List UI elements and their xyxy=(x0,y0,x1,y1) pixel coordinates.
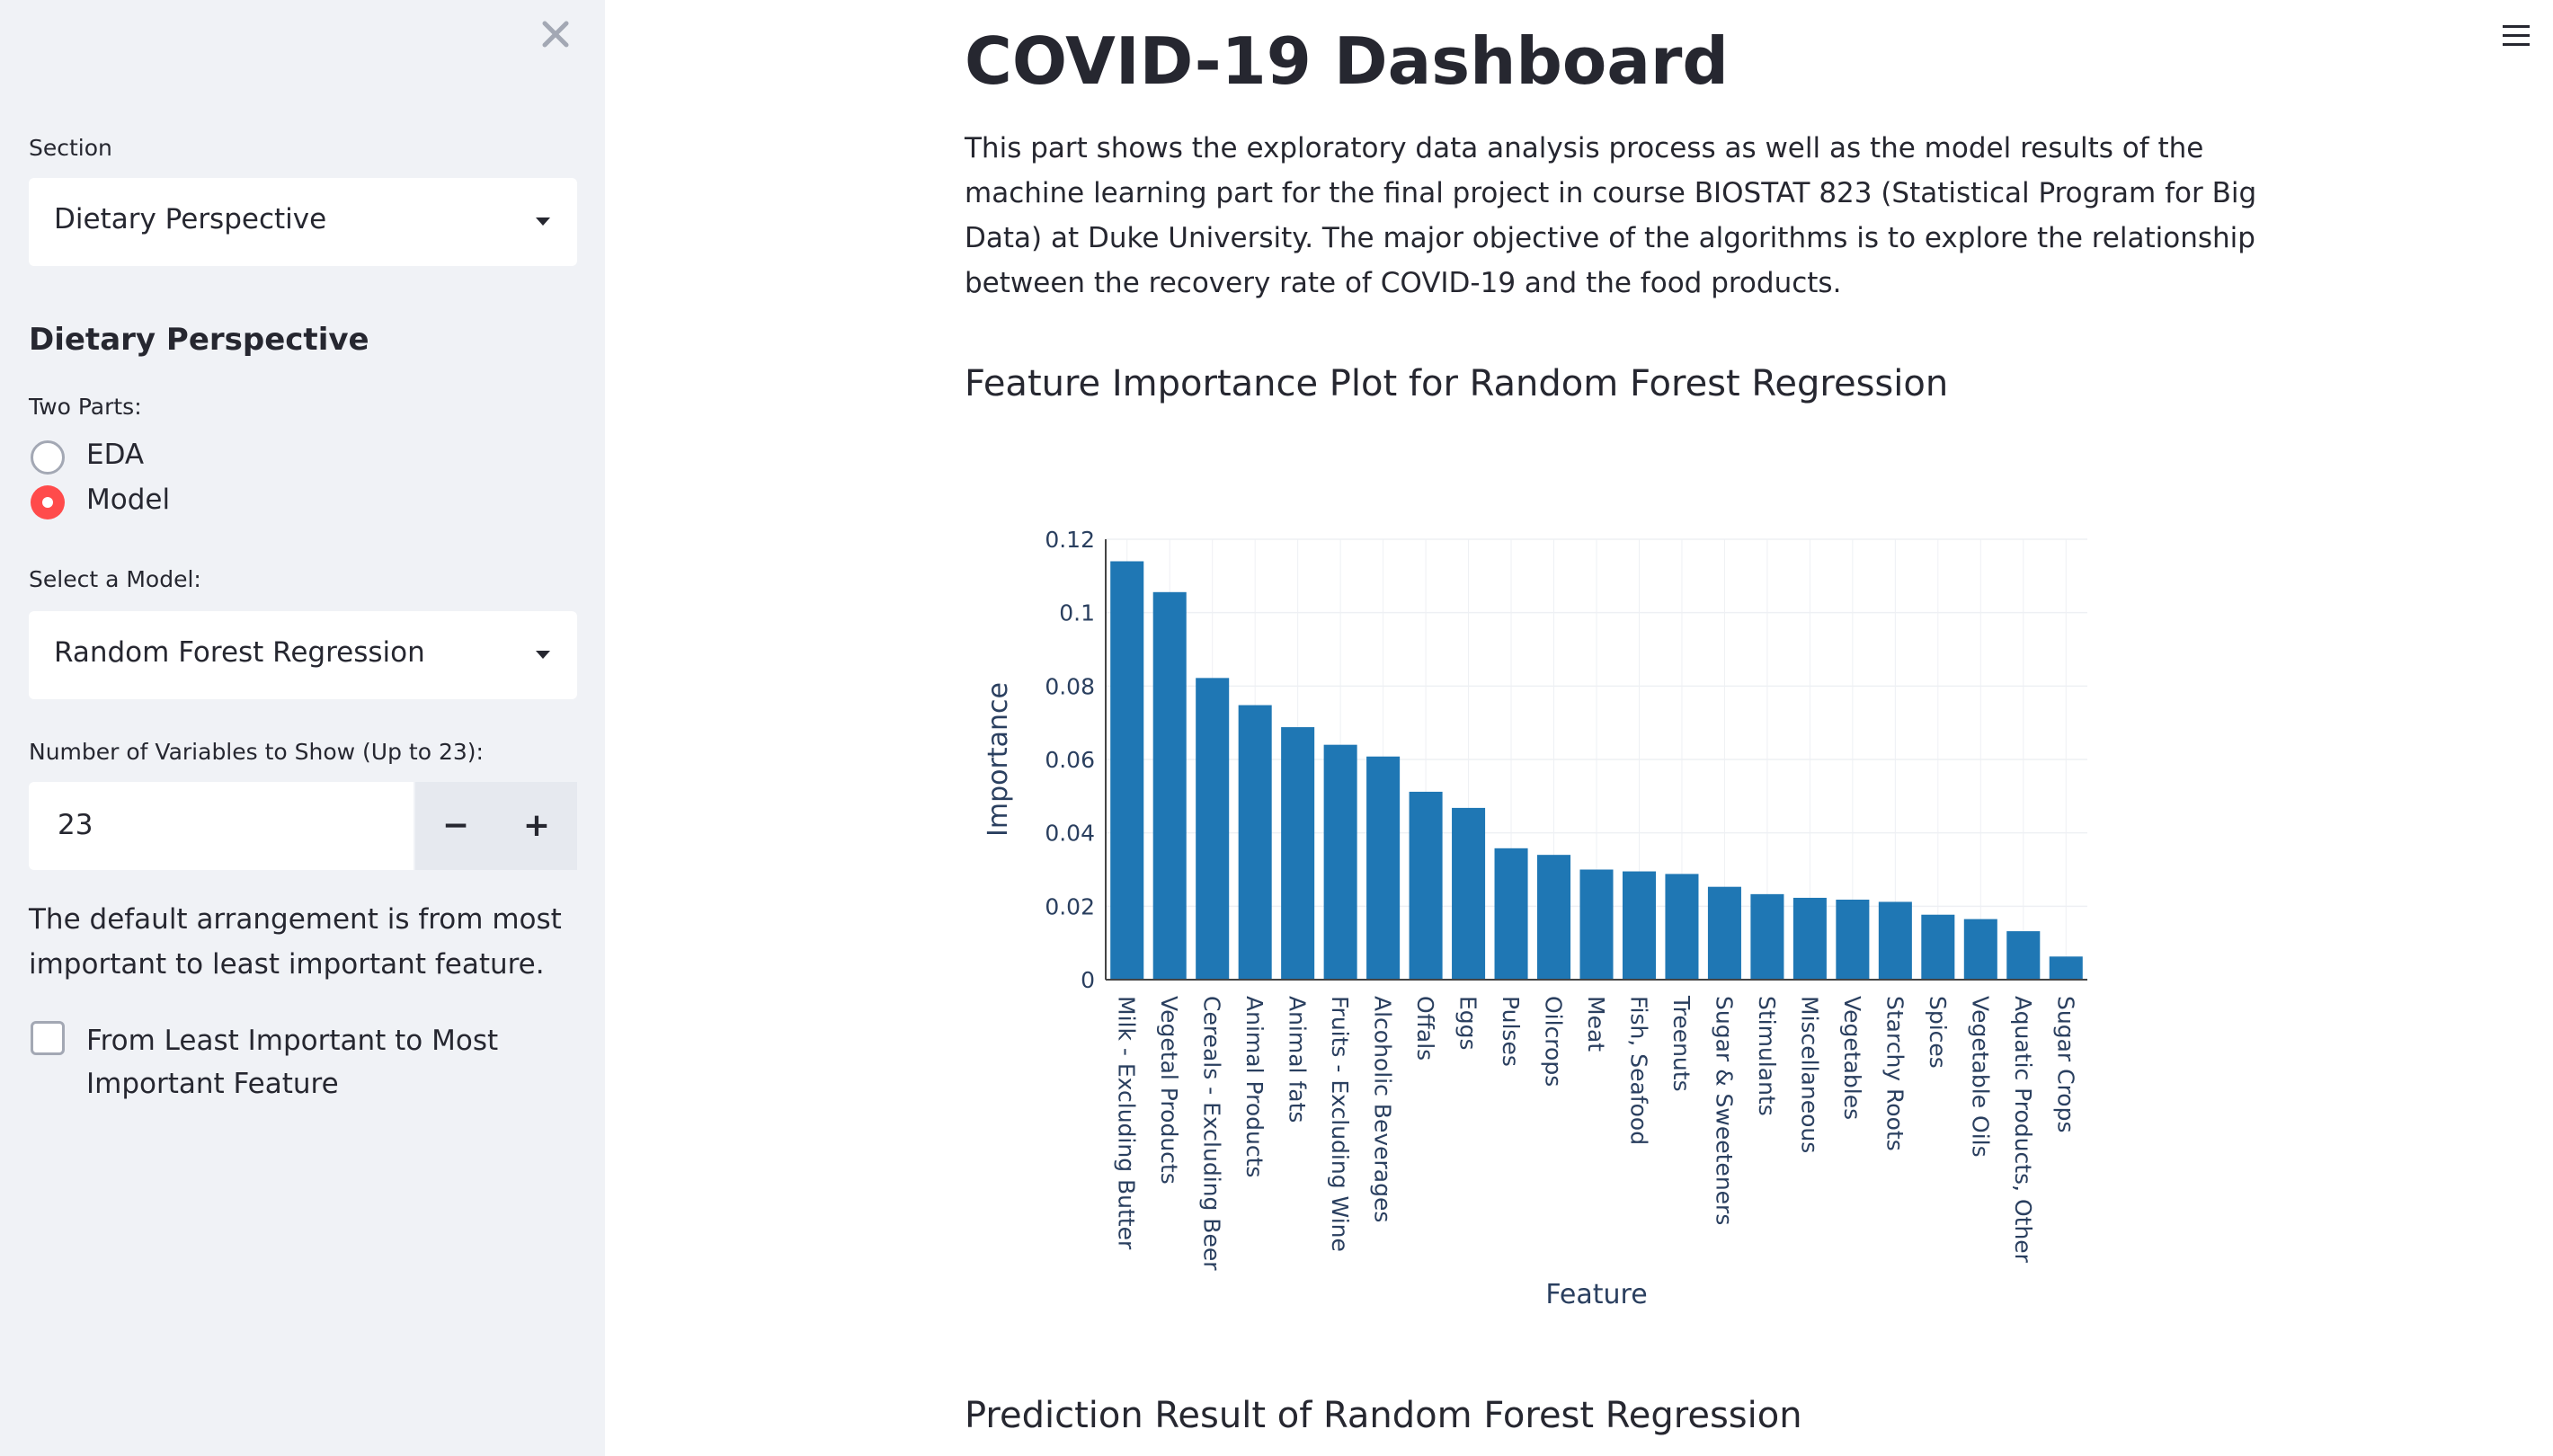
x-tick-label: Milk - Excluding Butter xyxy=(1114,996,1140,1250)
x-tick-label: Sugar & Sweeteners xyxy=(1711,996,1737,1225)
x-tick-label: Sugar Crops xyxy=(2052,996,2078,1133)
feature-importance-chart: 0 0.02 0.04 0.06 0.08 0.1 0.12 Milk - Excluding… xyxy=(935,476,2130,1325)
bar xyxy=(1579,869,1614,980)
x-tick-label: Fruits - Excluding Wine xyxy=(1327,996,1353,1252)
y-tick-label: 0.06 xyxy=(1045,747,1095,773)
bar xyxy=(1836,899,1870,980)
model-select[interactable]: Random Forest Regression xyxy=(29,611,577,699)
x-tick-label: Starchy Roots xyxy=(1881,996,1908,1151)
parts-label: Two Parts: xyxy=(29,394,142,420)
bar xyxy=(1152,591,1187,980)
bar xyxy=(1792,897,1827,980)
chart-section-title: Feature Importance Plot for Random Fores… xyxy=(965,363,1949,404)
x-tick-label: Offals xyxy=(1412,996,1438,1061)
radio-checked-icon xyxy=(31,485,65,519)
radio-eda[interactable]: EDA xyxy=(29,435,298,480)
hamburger-menu-icon[interactable] xyxy=(2499,20,2535,50)
bar xyxy=(1622,871,1656,980)
y-tick-label: 0.1 xyxy=(1059,600,1095,626)
bar xyxy=(2049,956,2083,980)
x-tick-label: Vegetal Products xyxy=(1156,996,1182,1185)
bar xyxy=(1707,886,1741,980)
section-select[interactable]: Dietary Perspective xyxy=(29,178,577,266)
y-tick-label: 0.08 xyxy=(1045,673,1095,699)
checkbox-icon xyxy=(31,1021,65,1055)
x-axis-title: Feature xyxy=(1545,1279,1647,1310)
prediction-section-title: Prediction Result of Random Forest Regre… xyxy=(965,1395,1802,1436)
bar xyxy=(2006,931,2041,980)
radio-model[interactable]: Model xyxy=(29,480,298,525)
chevron-down-icon xyxy=(536,651,550,659)
x-tick-label: Vegetable Oils xyxy=(1967,996,1993,1158)
page-title: COVID-19 Dashboard xyxy=(965,23,1729,99)
x-tick-label: Eggs xyxy=(1455,996,1481,1051)
number-input[interactable]: 23 xyxy=(29,782,414,870)
bar xyxy=(1494,848,1528,980)
x-tick-label: Vegetables xyxy=(1839,996,1865,1120)
bar xyxy=(1110,561,1144,980)
feature-importance-svg: 0 0.02 0.04 0.06 0.08 0.1 0.12 Milk - Excluding… xyxy=(983,527,2087,1310)
order-checkbox-label: From Least Important to Most Important F… xyxy=(86,1025,499,1100)
x-tick-label: Alcoholic Beverages xyxy=(1370,996,1396,1222)
y-tick-label: 0.12 xyxy=(1045,527,1095,553)
x-tick-label: Miscellaneous xyxy=(1796,996,1822,1153)
y-tick-label: 0.02 xyxy=(1045,893,1095,919)
radio-unchecked-icon xyxy=(31,440,65,475)
x-tick-label: Animal Products xyxy=(1241,996,1268,1177)
bar xyxy=(1366,756,1401,980)
x-tick-label: Treenuts xyxy=(1668,995,1695,1092)
decrement-button[interactable]: − xyxy=(415,782,496,870)
y-tick-label: 0 xyxy=(1081,967,1095,993)
model-select-value: Random Forest Regression xyxy=(54,636,425,669)
x-tick-label: Stimulants xyxy=(1754,996,1780,1116)
x-tick-label: Cereals - Excluding Beer xyxy=(1199,996,1225,1271)
y-axis-title: Importance xyxy=(983,682,1014,837)
bar xyxy=(1921,914,1955,980)
x-tick-label: Spices xyxy=(1925,996,1951,1069)
increment-button[interactable]: + xyxy=(496,782,577,870)
bar xyxy=(1196,678,1230,980)
bar xyxy=(1537,855,1571,980)
close-icon[interactable] xyxy=(538,16,574,52)
section-label: Section xyxy=(29,135,112,161)
y-tick-label: 0.04 xyxy=(1045,821,1095,847)
number-label: Number of Variables to Show (Up to 23): xyxy=(29,739,484,765)
order-checkbox[interactable]: From Least Important to Most Important F… xyxy=(29,1019,586,1109)
intro-paragraph: This part shows the exploratory data ana… xyxy=(965,132,2257,299)
bar xyxy=(1878,901,1912,980)
bar xyxy=(1323,744,1357,980)
bar xyxy=(1665,874,1699,980)
x-tick-label: Animal fats xyxy=(1285,996,1311,1123)
bar xyxy=(1963,919,1997,980)
bar xyxy=(1409,791,1443,980)
arrangement-description: The default arrangement is from most imp… xyxy=(29,903,562,981)
number-input-value: 23 xyxy=(58,809,93,841)
x-tick-label: Pulses xyxy=(1498,996,1524,1067)
radio-model-label: Model xyxy=(86,484,171,516)
x-tick-label: Meat xyxy=(1583,996,1609,1052)
bar xyxy=(1238,705,1272,980)
model-label: Select a Model: xyxy=(29,566,201,592)
sidebar-heading: Dietary Perspective xyxy=(29,322,369,358)
x-tick-label: Fish, Seafood xyxy=(1625,996,1651,1145)
x-tick-label: Oilcrops xyxy=(1541,996,1567,1087)
bar xyxy=(1750,893,1784,980)
radio-eda-label: EDA xyxy=(86,439,145,471)
chevron-down-icon xyxy=(536,218,550,226)
main-content: COVID-19 Dashboard This part shows the e… xyxy=(605,0,2553,1456)
x-tick-label: Aquatic Products, Other xyxy=(2010,996,2036,1264)
section-select-value: Dietary Perspective xyxy=(54,203,327,235)
bar xyxy=(1281,727,1315,980)
sidebar: Section Dietary Perspective Dietary Pers… xyxy=(0,0,605,1456)
bar xyxy=(1452,807,1486,980)
